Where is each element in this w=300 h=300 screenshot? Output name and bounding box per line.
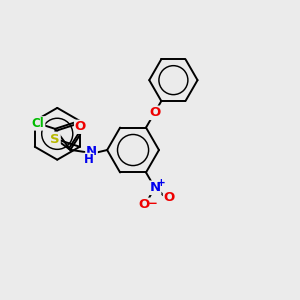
Text: O: O [164,191,175,204]
Text: N: N [150,181,161,194]
Text: O: O [75,120,86,133]
Text: −: − [148,197,158,210]
Text: N: N [86,145,97,158]
Text: S: S [50,133,60,146]
Text: Cl: Cl [32,117,45,130]
Text: H: H [84,153,94,166]
Text: O: O [139,198,150,211]
Text: O: O [149,106,160,119]
Text: +: + [157,178,166,188]
